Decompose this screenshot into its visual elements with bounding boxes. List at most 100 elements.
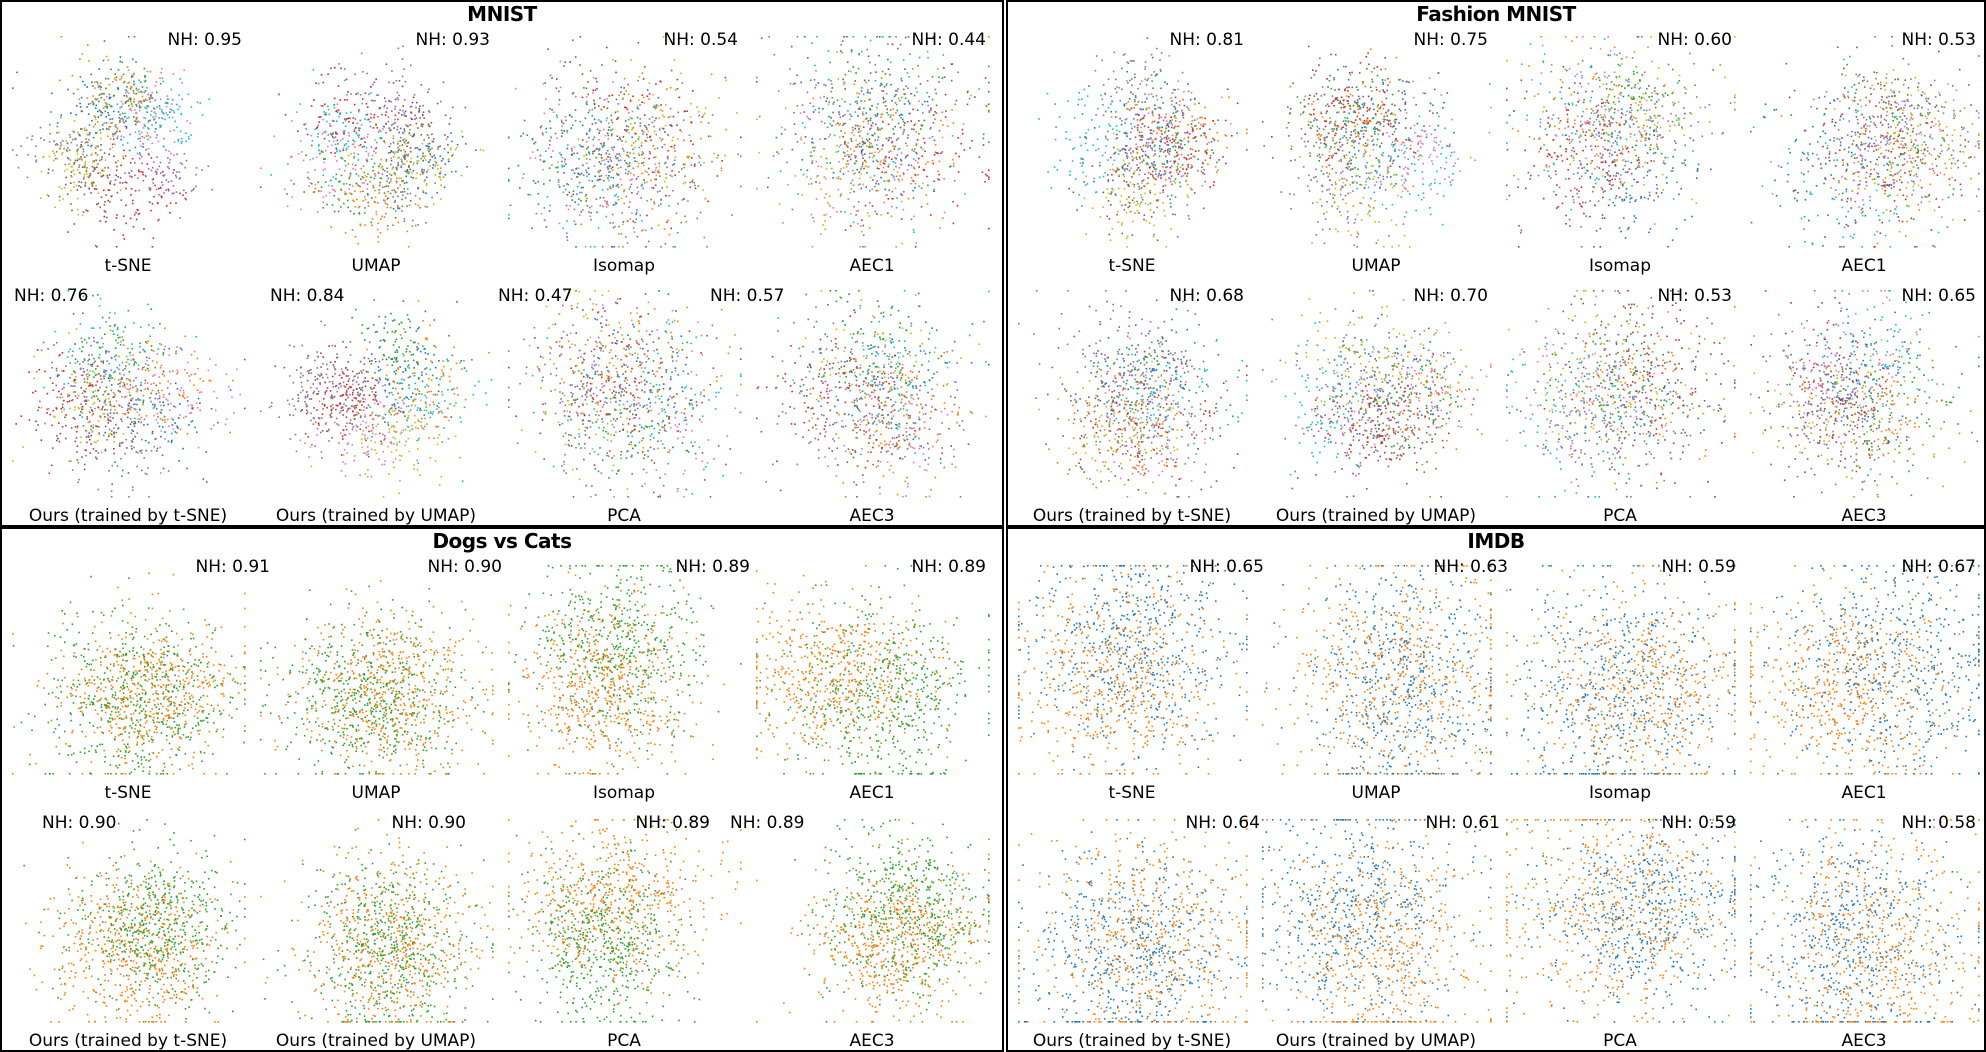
scatter-point xyxy=(55,369,58,372)
scatter-point xyxy=(408,204,411,206)
scatter-point xyxy=(590,219,592,221)
scatter-point xyxy=(129,98,131,101)
scatter-point xyxy=(53,344,55,346)
scatter-point xyxy=(137,418,139,420)
scatter-point xyxy=(856,124,859,127)
scatter-point xyxy=(160,412,162,414)
scatter-point xyxy=(829,216,832,218)
scatter-point xyxy=(180,142,183,145)
scatter-point xyxy=(74,138,77,141)
scatter-point xyxy=(685,220,688,223)
scatter-point xyxy=(181,140,183,143)
scatter-point xyxy=(353,130,356,132)
scatter-point xyxy=(386,180,388,183)
scatter-point xyxy=(335,147,338,150)
scatter-point xyxy=(717,154,720,157)
scatter-point xyxy=(329,414,331,416)
scatter-point xyxy=(772,155,775,157)
scatter-point xyxy=(20,415,23,417)
scatter-point xyxy=(418,377,420,379)
scatter-point xyxy=(119,442,121,445)
scatter-point xyxy=(447,360,449,362)
scatter-point xyxy=(363,145,365,148)
scatter-point xyxy=(76,189,79,191)
scatter-point xyxy=(647,130,649,133)
scatter-point xyxy=(974,96,976,98)
scatter-point xyxy=(146,111,148,113)
scatter-point xyxy=(75,328,78,330)
scatter-point xyxy=(804,126,806,129)
scatter-point xyxy=(938,81,940,83)
scatter-point xyxy=(364,452,367,455)
scatter-point xyxy=(614,225,616,228)
scatter-point xyxy=(924,150,926,152)
scatter-point xyxy=(437,164,439,166)
scatter-point xyxy=(895,139,898,141)
scatter-point xyxy=(622,246,624,248)
scatter-point xyxy=(260,167,262,170)
scatter-point xyxy=(182,194,184,196)
scatter-point xyxy=(333,210,336,213)
scatter-point xyxy=(358,185,360,187)
scatter-point xyxy=(490,379,493,381)
scatter-point xyxy=(692,90,694,92)
scatter-point xyxy=(125,222,127,225)
scatter-point xyxy=(86,369,89,371)
scatter-point xyxy=(178,417,180,419)
scatter-point xyxy=(329,361,332,364)
scatter-point xyxy=(842,158,844,160)
scatter-plot xyxy=(260,45,485,248)
scatter-point xyxy=(130,432,133,434)
scatter-point xyxy=(665,88,668,91)
scatter-point xyxy=(52,150,54,152)
scatter-point xyxy=(893,133,895,135)
scatter-point xyxy=(110,369,112,372)
scatter-point xyxy=(198,391,201,394)
scatter-point xyxy=(98,305,101,307)
scatter-point xyxy=(871,87,873,90)
scatter-point xyxy=(800,168,802,171)
scatter-point xyxy=(109,325,111,327)
scatter-point xyxy=(126,383,128,385)
scatter-point xyxy=(72,313,75,315)
scatter-point xyxy=(376,330,378,333)
scatter-point xyxy=(84,160,87,163)
scatter-point xyxy=(158,194,160,196)
scatter-point xyxy=(176,171,178,173)
scatter-point xyxy=(611,213,614,216)
scatter-point xyxy=(141,91,143,94)
scatter-point xyxy=(130,399,132,401)
scatter-point xyxy=(855,139,857,142)
scatter-point xyxy=(104,159,107,161)
scatter-point xyxy=(651,171,654,173)
scatter-point xyxy=(840,193,842,195)
scatter-point xyxy=(885,155,887,158)
scatter-point xyxy=(137,421,140,423)
scatter-point xyxy=(887,58,889,61)
scatter-point xyxy=(412,177,414,179)
scatter-point xyxy=(420,421,422,423)
scatter-point xyxy=(80,157,82,160)
scatter-point xyxy=(641,153,643,156)
scatter-point xyxy=(859,108,861,110)
scatter-point xyxy=(84,338,86,341)
scatter-point xyxy=(399,136,402,139)
scatter-point xyxy=(912,189,914,192)
scatter-point xyxy=(680,72,682,75)
scatter-point xyxy=(880,82,882,85)
scatter-point xyxy=(680,130,683,133)
scatter-point xyxy=(372,186,375,189)
scatter-point xyxy=(393,189,395,191)
scatter-point xyxy=(860,90,863,92)
scatter-point xyxy=(403,220,406,223)
scatter-point xyxy=(668,194,671,197)
scatter-point xyxy=(386,175,388,177)
scatter-point xyxy=(938,160,941,163)
scatter-point xyxy=(128,404,130,407)
scatter-point xyxy=(133,425,136,428)
scatter-point xyxy=(90,344,92,347)
scatter-point xyxy=(619,138,622,141)
scatter-point xyxy=(92,395,94,397)
scatter-point xyxy=(105,216,108,219)
scatter-point xyxy=(308,369,311,372)
